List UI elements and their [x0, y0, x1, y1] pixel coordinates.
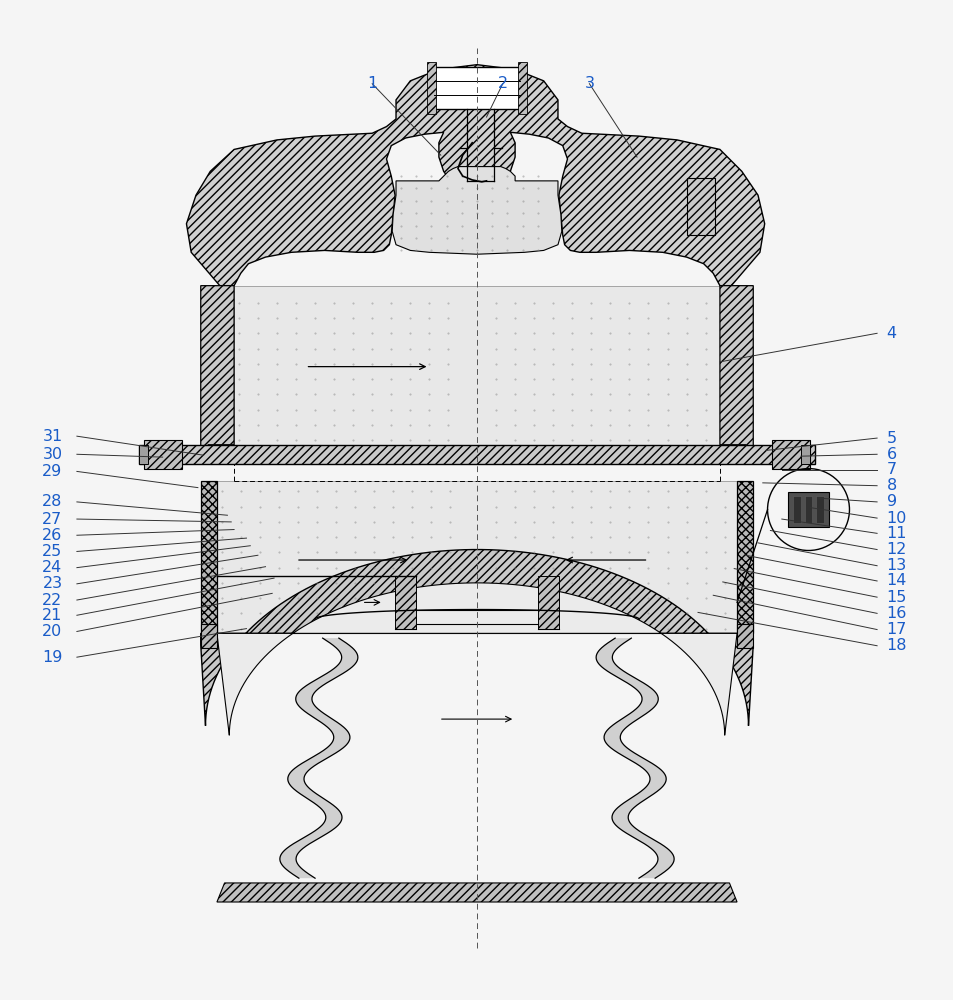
Polygon shape: [200, 624, 216, 648]
Polygon shape: [279, 638, 357, 878]
Polygon shape: [200, 286, 233, 452]
Polygon shape: [596, 638, 674, 878]
Text: 2: 2: [497, 76, 507, 91]
Text: 1: 1: [367, 76, 377, 91]
Polygon shape: [233, 286, 720, 445]
Text: 10: 10: [885, 511, 906, 526]
Bar: [803, 496, 811, 523]
Text: 6: 6: [885, 447, 896, 462]
Bar: [395, 576, 416, 629]
Text: 30: 30: [43, 447, 63, 462]
Text: 23: 23: [43, 576, 63, 591]
Bar: [144, 440, 181, 469]
Bar: [517, 62, 527, 114]
Bar: [686, 178, 715, 235]
Polygon shape: [216, 481, 737, 633]
Text: 8: 8: [885, 478, 896, 493]
Bar: [815, 496, 822, 523]
Text: 25: 25: [42, 544, 63, 559]
Text: 21: 21: [42, 608, 63, 623]
Text: 24: 24: [42, 560, 63, 575]
Bar: [772, 440, 809, 469]
Text: 28: 28: [42, 494, 63, 509]
Polygon shape: [186, 65, 764, 286]
Polygon shape: [720, 286, 753, 452]
Text: 4: 4: [885, 326, 896, 341]
Bar: [787, 492, 828, 527]
Text: 22: 22: [42, 593, 63, 608]
Text: 3: 3: [584, 76, 594, 91]
Text: 29: 29: [42, 464, 63, 479]
Text: 14: 14: [885, 573, 906, 588]
Bar: [801, 445, 809, 464]
Text: 16: 16: [885, 606, 906, 621]
Text: 26: 26: [42, 528, 63, 543]
Polygon shape: [737, 624, 753, 648]
Text: 27: 27: [42, 512, 63, 527]
Polygon shape: [200, 550, 753, 726]
Bar: [139, 445, 149, 464]
Text: 7: 7: [885, 462, 896, 477]
Text: 19: 19: [42, 650, 63, 665]
Polygon shape: [200, 481, 216, 633]
Text: 31: 31: [42, 429, 63, 444]
Polygon shape: [737, 481, 753, 633]
Text: 11: 11: [885, 526, 906, 541]
Text: 9: 9: [885, 494, 896, 509]
Text: 13: 13: [885, 558, 906, 573]
Text: 15: 15: [885, 590, 906, 605]
Text: 5: 5: [885, 431, 896, 446]
Polygon shape: [216, 583, 737, 735]
Text: 17: 17: [885, 622, 906, 637]
Text: 12: 12: [885, 542, 906, 557]
Bar: [537, 576, 558, 629]
Text: 18: 18: [885, 638, 906, 653]
Text: 20: 20: [42, 624, 63, 639]
Bar: [434, 67, 519, 109]
Polygon shape: [392, 167, 561, 254]
Bar: [793, 496, 801, 523]
Polygon shape: [216, 883, 737, 902]
Polygon shape: [139, 445, 814, 464]
Bar: [426, 62, 436, 114]
